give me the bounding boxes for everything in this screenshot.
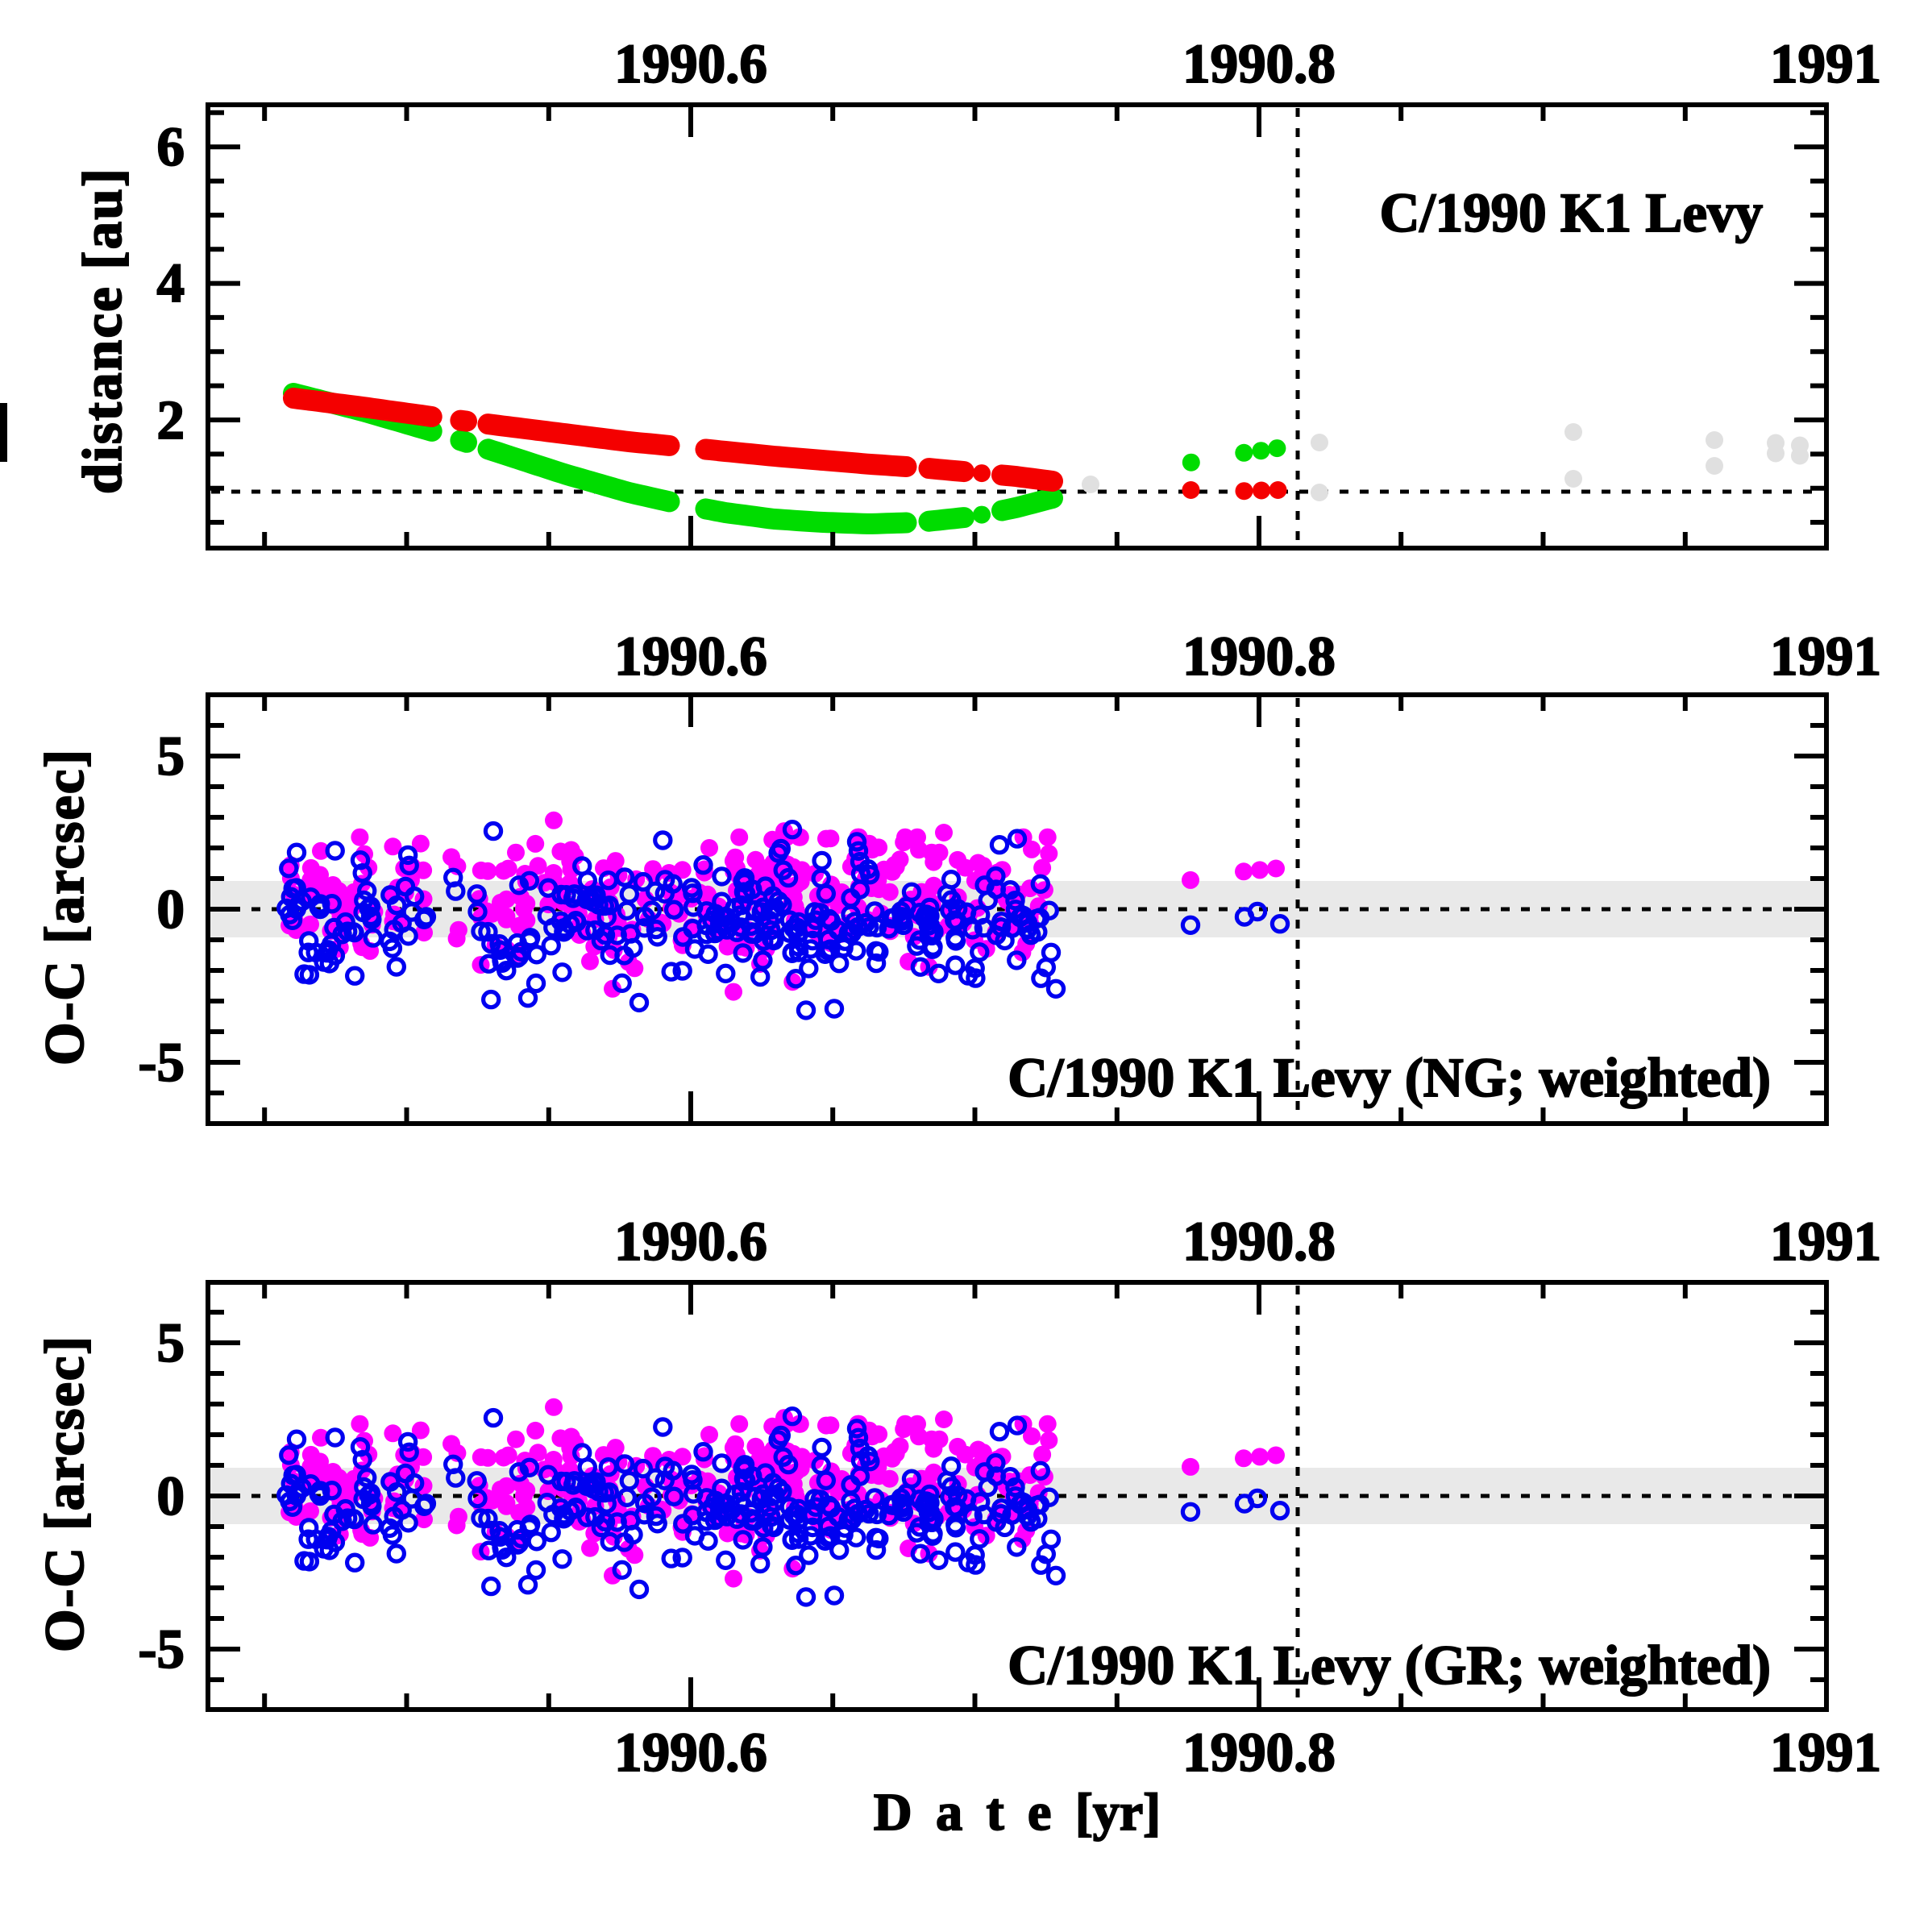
svg-text:4: 4 <box>157 252 185 314</box>
svg-text:1990.8: 1990.8 <box>1182 33 1336 94</box>
svg-text:1990.6: 1990.6 <box>614 625 767 687</box>
svg-text:distance [au]: distance [au] <box>72 167 133 494</box>
svg-text:5: 5 <box>157 725 185 787</box>
svg-text:D a t e [yr]: D a t e [yr] <box>874 1783 1161 1842</box>
svg-text:1991: 1991 <box>1770 33 1881 94</box>
svg-text:C/1990 K1 Levy (NG; weighted): C/1990 K1 Levy (NG; weighted) <box>1008 1047 1771 1108</box>
svg-text:6: 6 <box>157 116 185 177</box>
svg-text:2: 2 <box>157 389 185 451</box>
svg-text:0: 0 <box>157 879 185 940</box>
svg-text:1991: 1991 <box>1770 1211 1881 1272</box>
svg-text:1990.8: 1990.8 <box>1182 1722 1336 1783</box>
svg-text:1991: 1991 <box>1770 625 1881 687</box>
svg-text:O-C [arcsec]: O-C [arcsec] <box>34 1335 95 1652</box>
svg-text:0: 0 <box>157 1465 185 1527</box>
svg-text:-5: -5 <box>139 1032 185 1093</box>
svg-text:5: 5 <box>157 1312 185 1373</box>
svg-text:C/1990 K1 Levy (GR; weighted): C/1990 K1 Levy (GR; weighted) <box>1008 1635 1771 1696</box>
svg-text:1990.8: 1990.8 <box>1182 625 1336 687</box>
svg-text:C/1990 K1 Levy: C/1990 K1 Levy <box>1380 182 1763 243</box>
svg-text:-5: -5 <box>139 1618 185 1680</box>
svg-text:1990.8: 1990.8 <box>1182 1211 1336 1272</box>
svg-text:1990.6: 1990.6 <box>614 33 767 94</box>
svg-text:1990.6: 1990.6 <box>614 1722 767 1783</box>
svg-text:O-C [arcsec]: O-C [arcsec] <box>34 748 95 1066</box>
svg-text:1991: 1991 <box>1770 1722 1881 1783</box>
svg-text:1990.6: 1990.6 <box>614 1211 767 1272</box>
